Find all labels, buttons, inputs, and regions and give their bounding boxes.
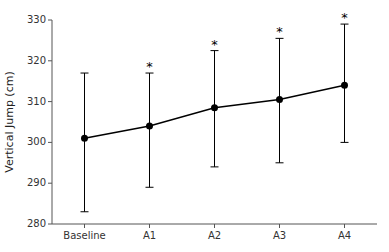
y-tick-label: 290 <box>27 177 46 188</box>
x-tick <box>279 224 280 228</box>
annotation: * <box>341 10 348 25</box>
y-tick-label: 320 <box>27 55 46 66</box>
marker <box>211 104 218 111</box>
x-tick <box>344 224 345 228</box>
y-tick <box>48 183 52 184</box>
y-tick <box>48 60 52 61</box>
y-tick-label: 310 <box>27 96 46 107</box>
error-bar <box>211 51 219 167</box>
x-tick <box>214 224 215 228</box>
chart: 280 290 300 310 320 330 Baseline A1 A2 A3 A4 Vertic… <box>0 0 389 252</box>
marker <box>81 135 88 142</box>
x-tick-label: Baseline <box>63 230 105 241</box>
marker <box>341 82 348 89</box>
annotation: * <box>211 37 218 52</box>
x-tick-label: A4 <box>338 230 351 241</box>
plot-area <box>81 24 349 212</box>
y-tick-label: 330 <box>27 14 46 25</box>
x-tick-label: A1 <box>143 230 156 241</box>
x-tick-label: A2 <box>208 230 221 241</box>
y-axis <box>52 20 53 224</box>
marker <box>276 96 283 103</box>
x-tick-label: A3 <box>273 230 286 241</box>
error-bar <box>146 73 154 187</box>
y-tick-label: 300 <box>27 136 46 147</box>
x-tick <box>149 224 150 228</box>
y-tick-label: 280 <box>27 218 46 229</box>
y-tick <box>48 224 52 225</box>
error-bar <box>276 38 284 162</box>
error-bar <box>341 24 349 142</box>
y-tick <box>48 20 52 21</box>
annotation: * <box>146 59 153 74</box>
y-tick <box>48 101 52 102</box>
y-tick <box>48 142 52 143</box>
x-tick <box>84 224 85 228</box>
annotation: * <box>276 24 283 39</box>
error-bar <box>81 73 89 212</box>
marker <box>146 123 153 130</box>
y-axis-label: Vertical Jump (cm) <box>3 71 16 172</box>
